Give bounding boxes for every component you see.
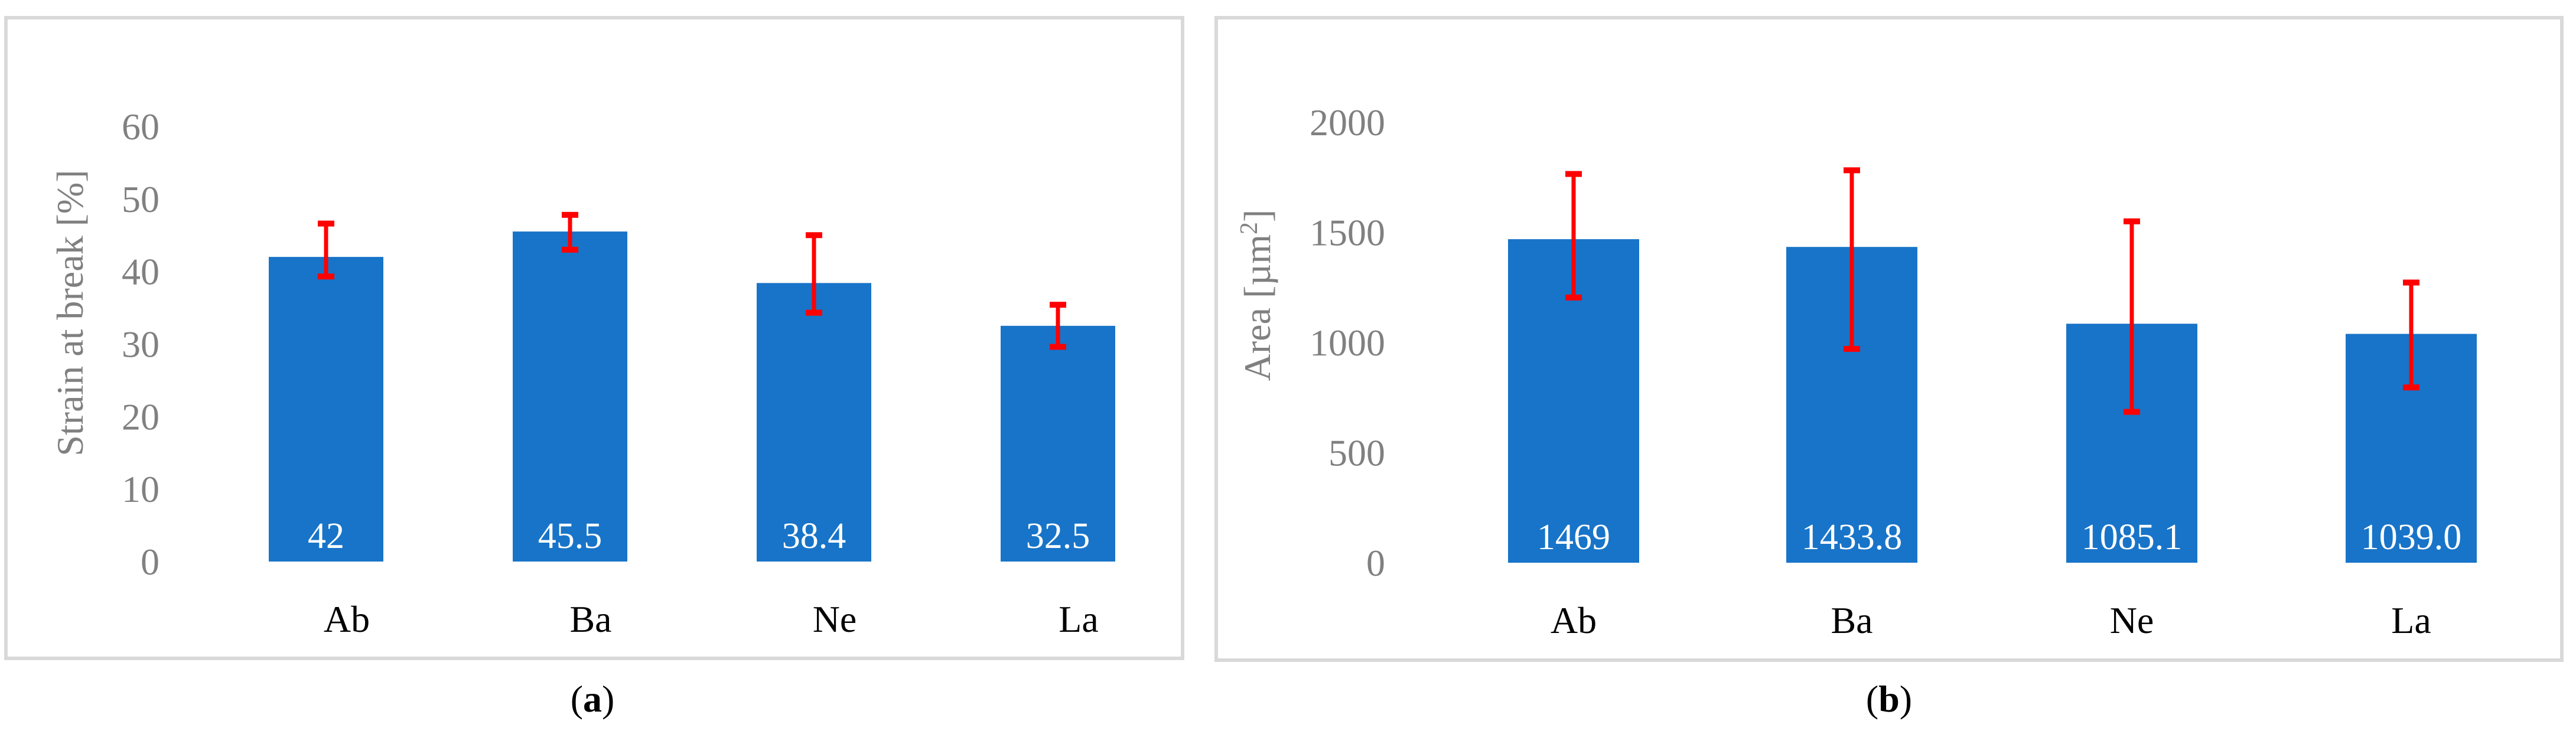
y-tick-label: 500 [1328, 432, 1385, 474]
y-tick-label: 1500 [1310, 212, 1385, 254]
x-tick-label: La [1059, 598, 1099, 640]
chart-a: 0 10 20 30 40 50 60 42 Ab 45.5 Ba 38.4 Ne 32.5 La [122, 106, 1115, 640]
y-tick-label: 1000 [1310, 322, 1385, 364]
y-tick-label: 30 [122, 324, 159, 366]
caption-b: (b) [1866, 678, 1912, 720]
x-tick-label: Ne [813, 598, 857, 640]
bar-la [1001, 325, 1115, 562]
y-axis-title-b-sup: 2 [1236, 222, 1263, 234]
caption-a: (a) [571, 678, 615, 720]
bar-ab [269, 257, 383, 562]
y-tick-label: 40 [122, 251, 159, 293]
data-label: 38.4 [782, 516, 846, 556]
y-axis-title-b-text: Area [µm [1236, 234, 1278, 381]
data-label: 1433.8 [1802, 517, 1903, 557]
y-tick-label: 60 [122, 106, 159, 148]
x-tick-label: Ba [1831, 599, 1872, 641]
y-axis-title-a: Strain at break [%] [49, 169, 91, 456]
y-tick-label: 0 [1366, 542, 1385, 584]
y-tick-label: 10 [122, 468, 159, 510]
data-label: 42 [308, 516, 344, 556]
y-tick-label: 0 [141, 541, 159, 583]
y-tick-label: 2000 [1310, 102, 1385, 143]
y-axis-title-b-end: ] [1236, 210, 1278, 222]
x-tick-label: La [2391, 599, 2431, 641]
data-label: 1039.0 [2361, 517, 2462, 557]
y-tick-label: 50 [122, 178, 159, 220]
x-tick-label: Ab [1551, 599, 1597, 641]
data-label: 1469 [1537, 517, 1610, 557]
data-label: 32.5 [1026, 516, 1090, 556]
y-tick-label: 20 [122, 396, 159, 438]
bar-ba [513, 231, 627, 562]
bar-ne [757, 283, 871, 562]
y-axis-title-b: Area [µm2] [1236, 210, 1278, 381]
x-tick-label: Ba [569, 598, 611, 640]
caption-a-label: a [583, 678, 602, 720]
caption-b-label: b [1878, 678, 1900, 720]
chart-b: 0 500 1000 1500 2000 1469 Ab 1433.8 Ba 1085.1 Ne 10… [1310, 102, 2477, 641]
data-label: 1085.1 [2082, 517, 2183, 557]
x-tick-label: Ab [324, 598, 370, 640]
x-tick-label: Ne [2110, 599, 2154, 641]
data-label: 45.5 [538, 516, 603, 556]
